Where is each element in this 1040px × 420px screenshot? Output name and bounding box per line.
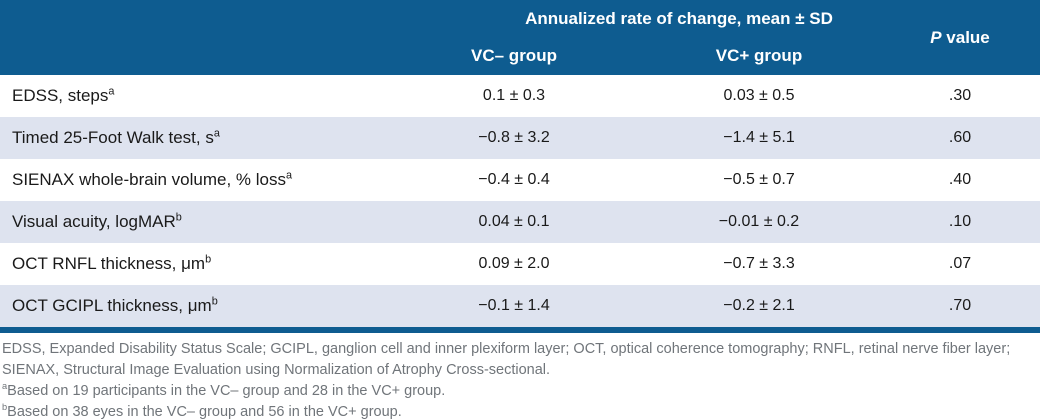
- footnote-marker: a: [286, 169, 293, 182]
- vc-minus-value: −0.4 ± 0.4: [478, 171, 550, 188]
- table-row: SIENAX whole-brain volume, % lossa −0.4 …: [0, 159, 1040, 201]
- vc-plus-value: −0.7 ± 3.3: [723, 255, 795, 272]
- header-col-vc-plus: VC+ group: [594, 37, 924, 75]
- vc-plus-value: −0.2 ± 2.1: [594, 285, 924, 327]
- results-table: Annualized rate of change, mean ± SD P v…: [0, 0, 1040, 327]
- footnote-b-marker: b: [2, 402, 8, 413]
- row-label: OCT GCIPL thickness, μmb: [0, 285, 434, 327]
- footnote-marker: b: [211, 295, 218, 308]
- header-group-title: Annualized rate of change, mean ± SD: [434, 0, 924, 37]
- row-label: SIENAX whole-brain volume, % lossa: [12, 169, 293, 189]
- row-label: EDSS, stepsa: [12, 85, 115, 105]
- vc-minus-value: 0.1 ± 0.3: [482, 87, 546, 104]
- p-value: .40: [948, 171, 972, 188]
- footnote-marker: a: [213, 127, 220, 140]
- footnote-marker: a: [108, 85, 115, 98]
- vc-minus-value: −0.1 ± 1.4: [434, 285, 594, 327]
- footnote-marker: b: [175, 211, 182, 224]
- vc-minus-value: 0.09 ± 2.0: [478, 255, 550, 272]
- table-row: Visual acuity, logMARb 0.04 ± 0.1 −0.01 …: [0, 201, 1040, 243]
- vc-plus-value: −1.4 ± 5.1: [594, 117, 924, 159]
- header-empty-cell: [0, 0, 434, 75]
- header-col-p-value: P value: [924, 0, 1040, 75]
- header-col-vc-minus: VC– group: [434, 37, 594, 75]
- footnote-marker: b: [205, 253, 212, 266]
- vc-minus-value: −0.8 ± 3.2: [434, 117, 594, 159]
- p-value: .30: [948, 87, 972, 104]
- table-bottom-rule: [0, 327, 1040, 333]
- p-value-italic-p: P: [930, 27, 942, 47]
- footnote-a: aBased on 19 participants in the VC– gro…: [2, 381, 1036, 402]
- table-row: OCT GCIPL thickness, μmb −0.1 ± 1.4 −0.2…: [0, 285, 1040, 327]
- vc-plus-value: 0.03 ± 0.5: [723, 87, 795, 104]
- abbreviations-note: EDSS, Expanded Disability Status Scale; …: [2, 341, 1011, 378]
- footnote-a-text: Based on 19 participants in the VC– grou…: [7, 383, 446, 399]
- vc-minus-value: 0.04 ± 0.1: [434, 201, 594, 243]
- footnote-b: bBased on 38 eyes in the VC– group and 5…: [2, 402, 1036, 420]
- p-value: .60: [924, 117, 1040, 159]
- table-row: Timed 25-Foot Walk test, sa −0.8 ± 3.2 −…: [0, 117, 1040, 159]
- row-label: Visual acuity, logMARb: [0, 201, 434, 243]
- p-value: .10: [924, 201, 1040, 243]
- table-row: OCT RNFL thickness, μmb 0.09 ± 2.0 −0.7 …: [0, 243, 1040, 285]
- table-header: Annualized rate of change, mean ± SD P v…: [0, 0, 1040, 75]
- vc-plus-value: −0.01 ± 0.2: [594, 201, 924, 243]
- p-value-label-rest: value: [941, 27, 990, 47]
- table-row: EDSS, stepsa 0.1 ± 0.3 0.03 ± 0.5 .30: [0, 75, 1040, 117]
- p-value: .70: [924, 285, 1040, 327]
- vc-plus-value: −0.5 ± 0.7: [723, 171, 795, 188]
- footnote-b-text: Based on 38 eyes in the VC– group and 56…: [7, 404, 402, 420]
- footnotes: EDSS, Expanded Disability Status Scale; …: [0, 333, 1040, 420]
- table-body: EDSS, stepsa 0.1 ± 0.3 0.03 ± 0.5 .30 Ti…: [0, 75, 1040, 327]
- row-label: OCT RNFL thickness, μmb: [12, 253, 212, 273]
- p-value: .07: [948, 255, 972, 272]
- footnote-a-marker: a: [2, 381, 8, 392]
- row-label: Timed 25-Foot Walk test, sa: [0, 117, 434, 159]
